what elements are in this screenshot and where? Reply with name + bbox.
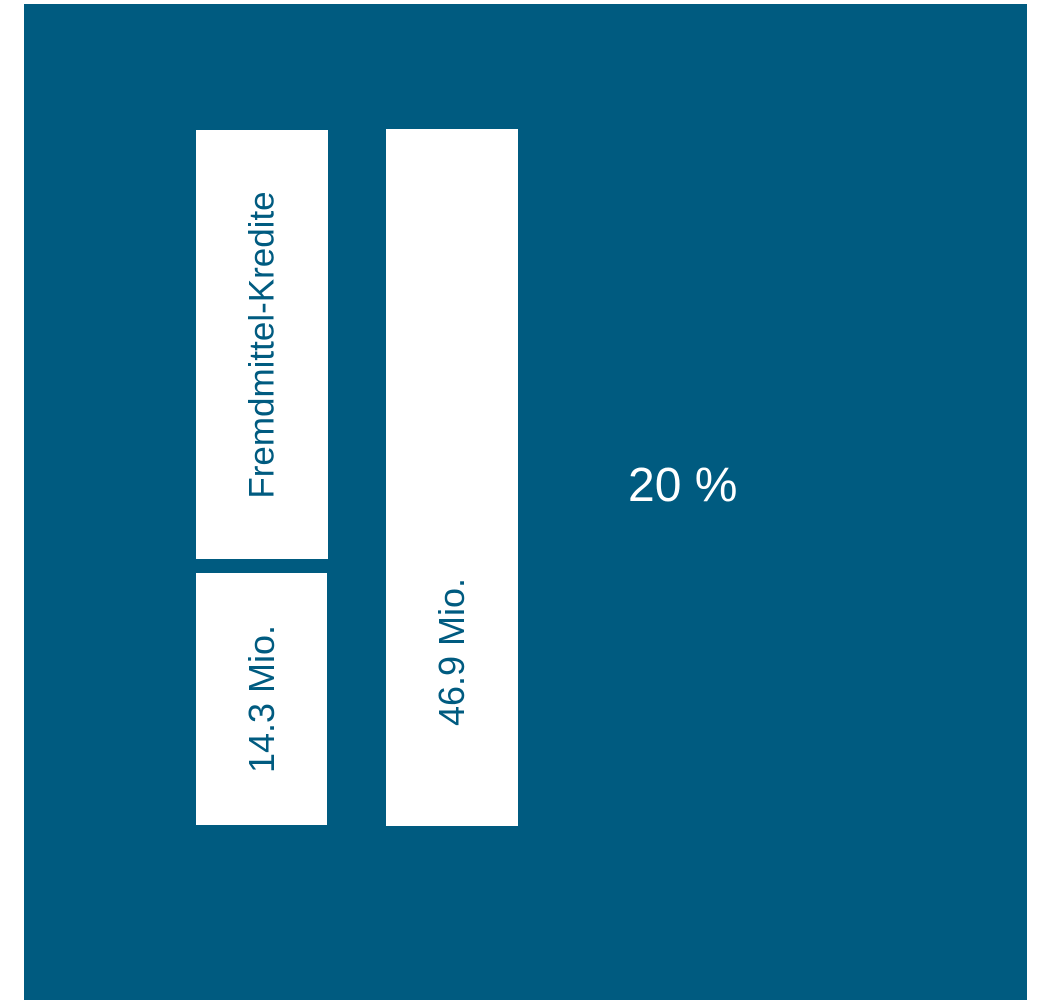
small-value-label: 14.3 Mio. — [240, 624, 282, 774]
infographic-panel — [24, 4, 1027, 1000]
category-label-box: Fremdmittel-Kredite — [196, 130, 328, 559]
large-value-label: 46.9 Mio. — [431, 577, 472, 726]
category-label: Fremdmittel-Kredite — [242, 190, 282, 499]
share-percentage: 20 % — [628, 459, 738, 512]
large-value-box: 46.9 Mio. — [386, 129, 518, 826]
small-value-box: 14.3 Mio. — [196, 573, 327, 825]
